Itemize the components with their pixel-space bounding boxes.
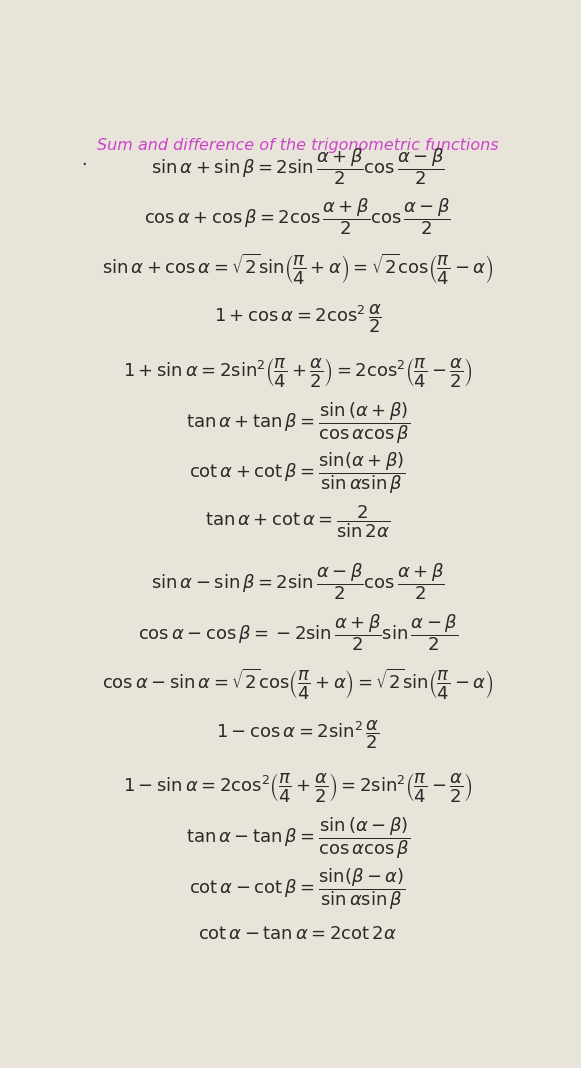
Text: $\tan\alpha + \tan\beta = \dfrac{\sin\left(\alpha+\beta\right)}{\cos\alpha\cos\b: $\tan\alpha + \tan\beta = \dfrac{\sin\le…: [186, 400, 410, 446]
Text: $\cos\alpha - \sin\alpha = \sqrt{2}\cos\!\left(\dfrac{\pi}{4}+\alpha\right) = \s: $\cos\alpha - \sin\alpha = \sqrt{2}\cos\…: [102, 668, 493, 703]
Text: $1 + \sin\alpha = 2\sin^2\!\left(\dfrac{\pi}{4}+\dfrac{\alpha}{2}\right) = 2\cos: $1 + \sin\alpha = 2\sin^2\!\left(\dfrac{…: [123, 356, 473, 389]
Text: $\cot\alpha - \cot\beta = \dfrac{\sin(\beta-\alpha)}{\sin\alpha\sin\beta}$: $\cot\alpha - \cot\beta = \dfrac{\sin(\b…: [189, 866, 406, 912]
Text: $1 + \cos\alpha = 2\cos^2\dfrac{\alpha}{2}$: $1 + \cos\alpha = 2\cos^2\dfrac{\alpha}{…: [214, 302, 382, 335]
Text: $.$: $.$: [81, 152, 87, 169]
Text: $1 - \sin\alpha = 2\cos^2\!\left(\dfrac{\pi}{4}+\dfrac{\alpha}{2}\right) = 2\sin: $1 - \sin\alpha = 2\cos^2\!\left(\dfrac{…: [123, 771, 473, 804]
Text: $\tan\alpha + \cot\alpha = \dfrac{2}{\sin 2\alpha}$: $\tan\alpha + \cot\alpha = \dfrac{2}{\si…: [205, 504, 390, 540]
Text: $\sin\alpha + \sin\beta = 2\sin\dfrac{\alpha+\beta}{2}\cos\dfrac{\alpha-\beta}{2: $\sin\alpha + \sin\beta = 2\sin\dfrac{\a…: [151, 146, 444, 187]
Text: $\sin\alpha + \cos\alpha = \sqrt{2}\sin\!\left(\dfrac{\pi}{4}+\alpha\right) = \s: $\sin\alpha + \cos\alpha = \sqrt{2}\sin\…: [102, 252, 493, 287]
Text: $\cot\alpha - \tan\alpha = 2\cot 2\alpha$: $\cot\alpha - \tan\alpha = 2\cot 2\alpha…: [199, 925, 397, 943]
Text: Sum and difference of the trigonometric functions: Sum and difference of the trigonometric …: [97, 138, 498, 153]
Text: $\tan\alpha - \tan\beta = \dfrac{\sin\left(\alpha-\beta\right)}{\cos\alpha\cos\b: $\tan\alpha - \tan\beta = \dfrac{\sin\le…: [186, 815, 410, 861]
Text: $\sin\alpha - \sin\beta = 2\sin\dfrac{\alpha-\beta}{2}\cos\dfrac{\alpha+\beta}{2: $\sin\alpha - \sin\beta = 2\sin\dfrac{\a…: [151, 561, 444, 601]
Text: $\cot\alpha + \cot\beta = \dfrac{\sin(\alpha+\beta)}{\sin\alpha\sin\beta}$: $\cot\alpha + \cot\beta = \dfrac{\sin(\a…: [189, 451, 406, 497]
Text: $1 - \cos\alpha = 2\sin^2\dfrac{\alpha}{2}$: $1 - \cos\alpha = 2\sin^2\dfrac{\alpha}{…: [216, 718, 379, 751]
Text: $\cos\alpha - \cos\beta = -2\sin\dfrac{\alpha+\beta}{2}\sin\dfrac{\alpha-\beta}{: $\cos\alpha - \cos\beta = -2\sin\dfrac{\…: [138, 612, 458, 653]
Text: $\cos\alpha + \cos\beta = 2\cos\dfrac{\alpha+\beta}{2}\cos\dfrac{\alpha-\beta}{2: $\cos\alpha + \cos\beta = 2\cos\dfrac{\a…: [144, 197, 451, 237]
